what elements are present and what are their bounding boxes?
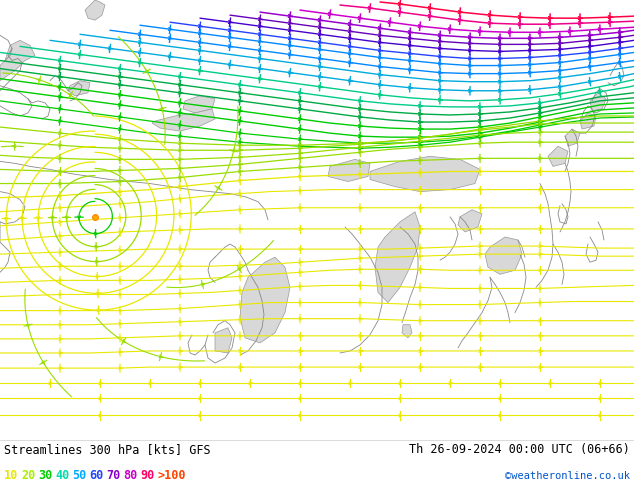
Text: 40: 40	[55, 469, 69, 483]
Text: ©weatheronline.co.uk: ©weatheronline.co.uk	[505, 471, 630, 481]
Polygon shape	[68, 81, 90, 96]
Text: 60: 60	[89, 469, 103, 483]
Polygon shape	[0, 40, 35, 81]
Polygon shape	[485, 237, 522, 274]
Polygon shape	[328, 159, 370, 181]
Polygon shape	[548, 146, 568, 167]
Text: 70: 70	[106, 469, 120, 483]
Text: Streamlines 300 hPa [kts] GFS: Streamlines 300 hPa [kts] GFS	[4, 443, 210, 456]
Text: 20: 20	[21, 469, 36, 483]
Text: 50: 50	[72, 469, 86, 483]
Text: Th 26-09-2024 00:00 UTC (06+66): Th 26-09-2024 00:00 UTC (06+66)	[409, 443, 630, 456]
Polygon shape	[85, 0, 105, 20]
Text: 10: 10	[4, 469, 18, 483]
Polygon shape	[402, 325, 412, 338]
Polygon shape	[590, 93, 606, 111]
Polygon shape	[375, 212, 420, 302]
Text: 30: 30	[38, 469, 52, 483]
Polygon shape	[240, 257, 290, 343]
Polygon shape	[370, 156, 480, 192]
Polygon shape	[183, 96, 215, 113]
Text: 90: 90	[140, 469, 154, 483]
Text: 80: 80	[123, 469, 137, 483]
Polygon shape	[565, 129, 580, 146]
Text: >100: >100	[157, 469, 186, 483]
Polygon shape	[215, 328, 232, 353]
Polygon shape	[152, 109, 215, 131]
Polygon shape	[458, 210, 482, 232]
Polygon shape	[580, 113, 596, 129]
